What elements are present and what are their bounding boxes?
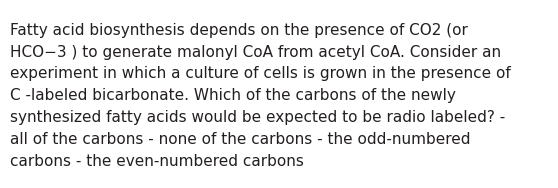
Text: Fatty acid biosynthesis depends on the presence of CO2 (or
HCO−3 ) to generate m: Fatty acid biosynthesis depends on the p… — [10, 23, 511, 169]
